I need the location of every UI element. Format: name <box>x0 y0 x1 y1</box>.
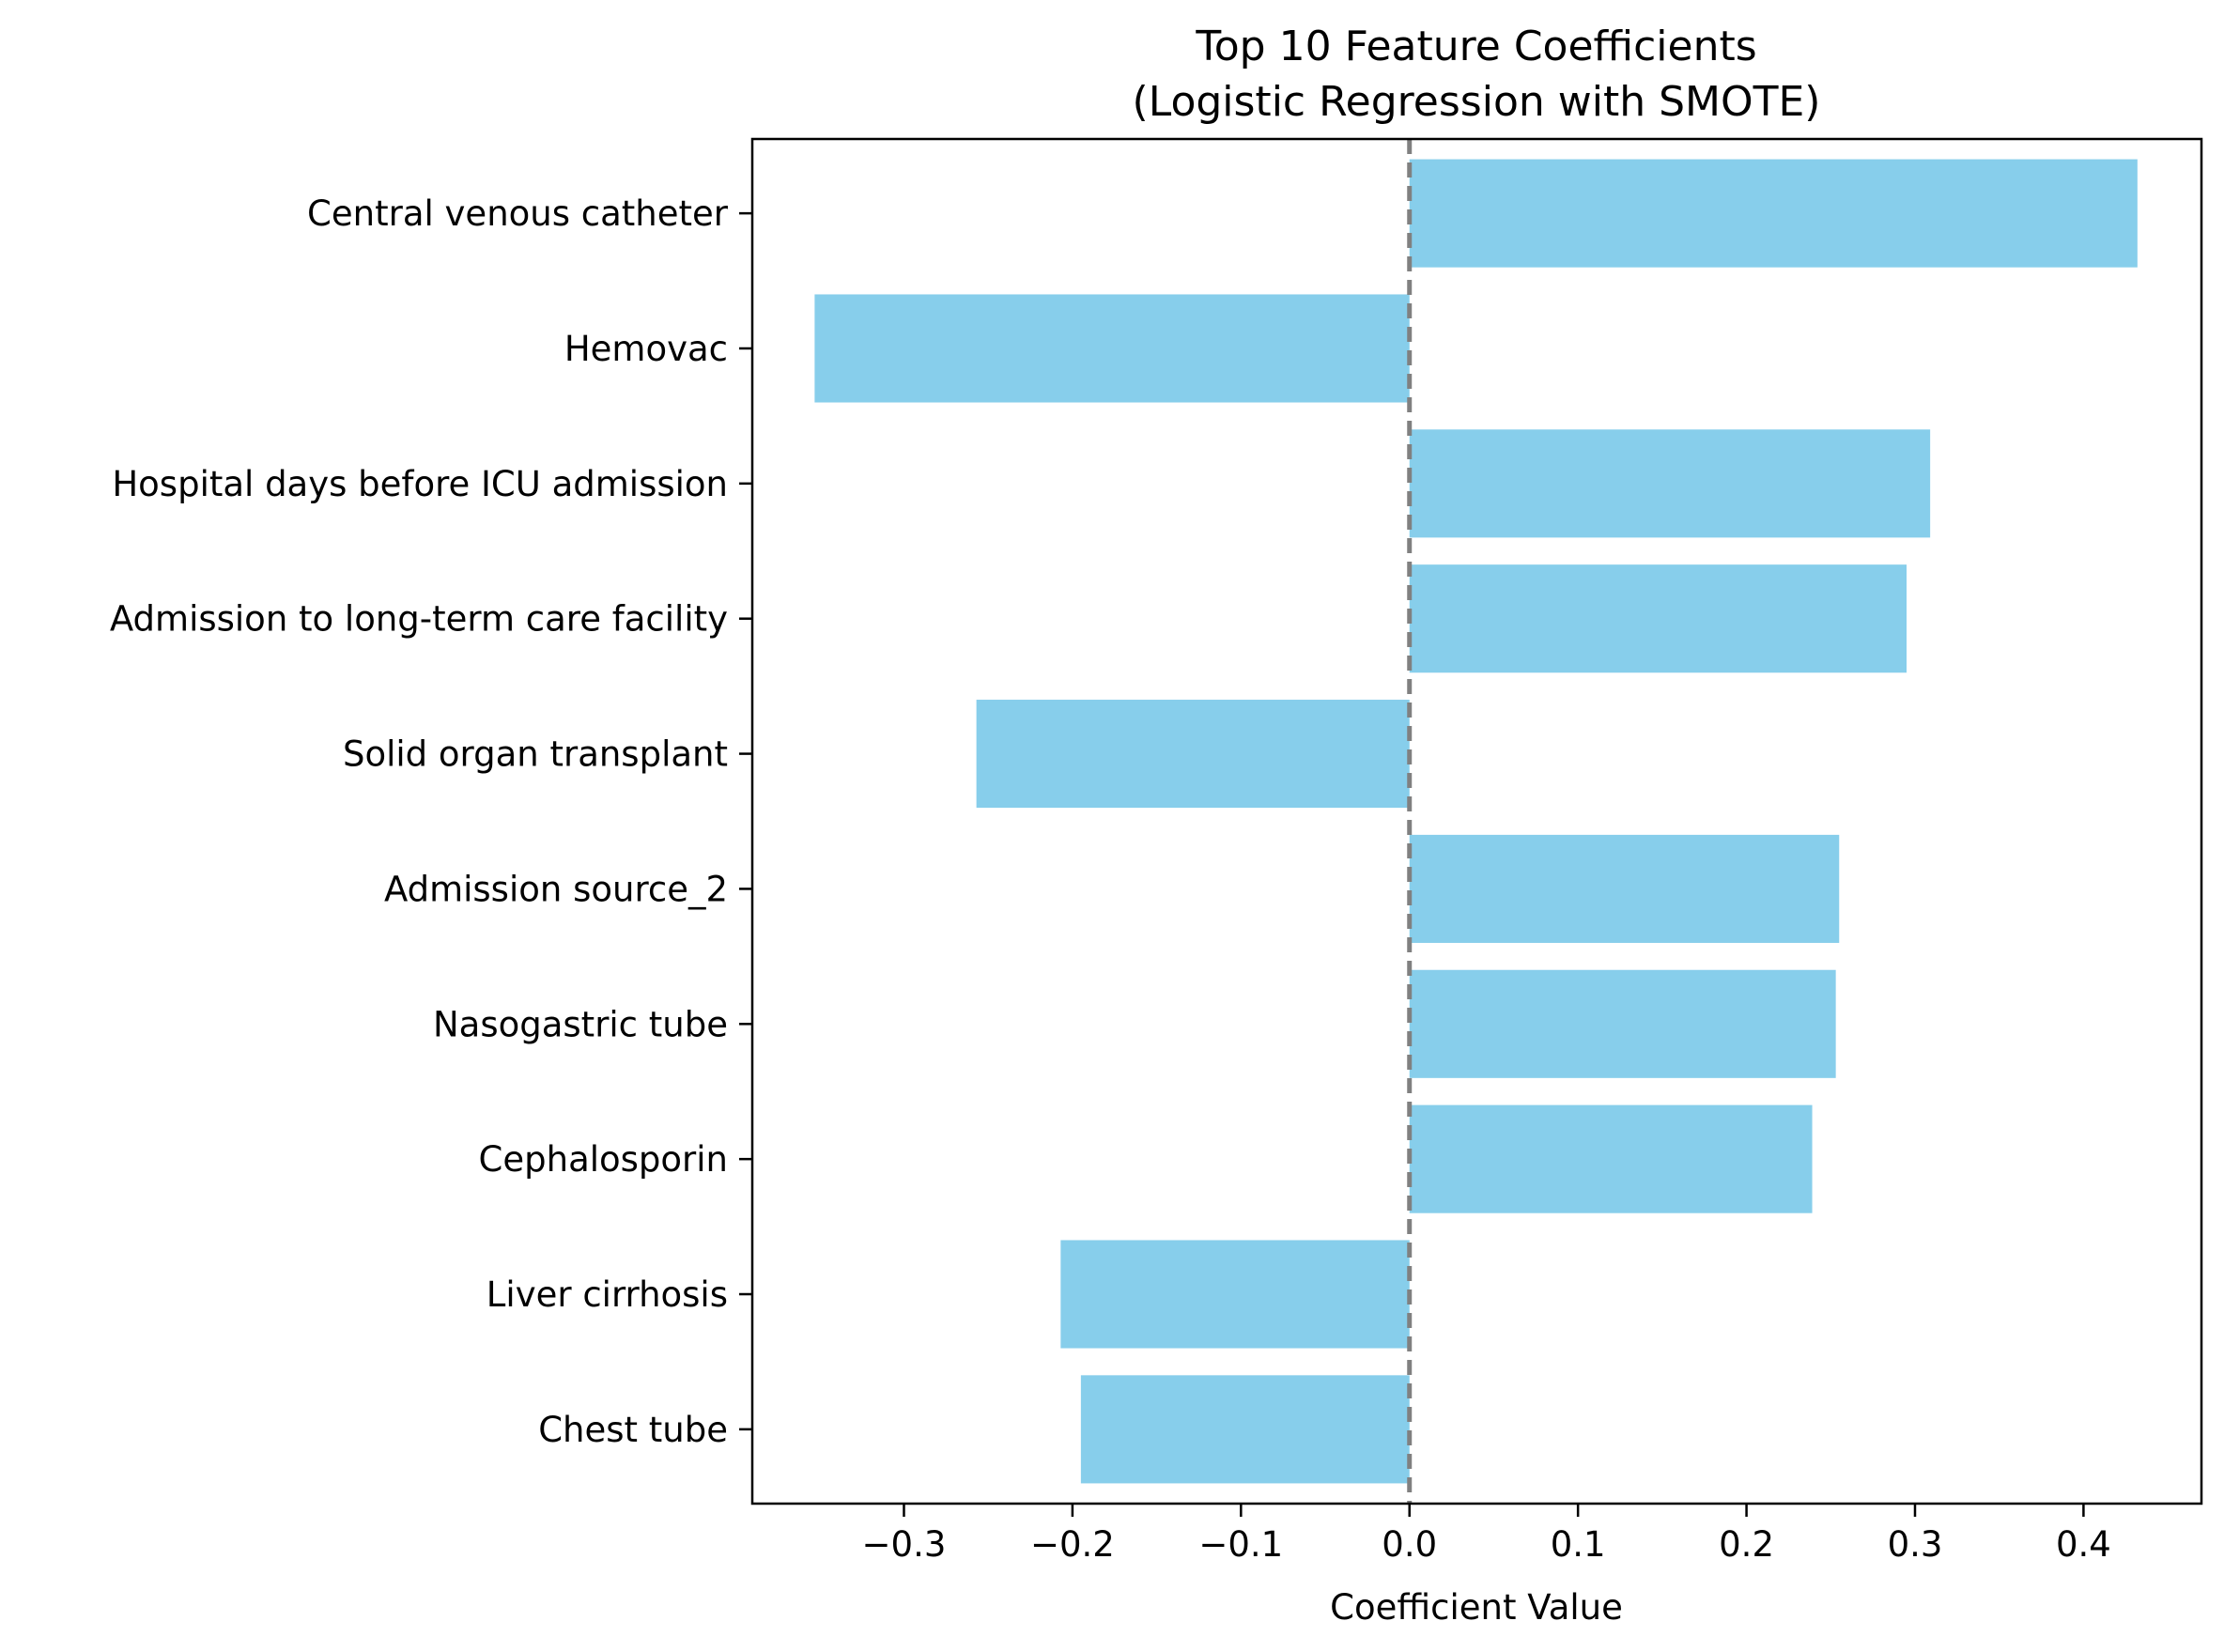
bar-group <box>814 159 2138 1484</box>
y-tick-label: Solid organ transplant <box>343 734 728 775</box>
bar <box>1409 159 2138 268</box>
x-tick-label: 0.4 <box>2056 1524 2111 1565</box>
x-axis: −0.3 −0.2 −0.1 0.0 0.1 0.2 0.3 0.4 <box>862 1504 2111 1565</box>
y-tick-label: Hospital days before ICU admission <box>112 464 728 504</box>
x-tick-label: 0.3 <box>1888 1524 1943 1565</box>
y-tick-label: Cephalosporin <box>479 1139 728 1180</box>
x-tick-label: 0.2 <box>1719 1524 1774 1565</box>
x-axis-label: Coefficient Value <box>1330 1587 1623 1628</box>
bar <box>976 700 1410 809</box>
bar <box>1409 429 1931 538</box>
x-tick-label: −0.2 <box>1030 1524 1115 1565</box>
bar <box>814 294 1410 403</box>
x-tick-label: 0.0 <box>1382 1524 1437 1565</box>
y-tick-label: Admission source_2 <box>384 869 728 909</box>
y-tick-label: Hemovac <box>564 329 728 369</box>
bar <box>1080 1375 1410 1484</box>
bar <box>1409 834 1840 943</box>
bar <box>1409 1104 1813 1213</box>
bar <box>1409 564 1907 673</box>
chart-subtitle: (Logistic Regression with SMOTE) <box>1133 78 1821 126</box>
bar <box>1060 1240 1410 1349</box>
plot-area-frame <box>750 137 2203 1505</box>
bar <box>1409 969 1836 1078</box>
y-tick-label: Admission to long-term care facility <box>110 599 728 640</box>
y-tick-label: Central venous catheter <box>307 193 729 234</box>
x-tick-label: −0.3 <box>862 1524 947 1565</box>
y-axis: Central venous catheter Hemovac Hospital d… <box>110 193 752 1450</box>
y-tick-label: Liver cirrhosis <box>486 1274 728 1315</box>
y-tick-label: Nasogastric tube <box>433 1004 728 1044</box>
x-tick-label: −0.1 <box>1198 1524 1283 1565</box>
x-tick-label: 0.1 <box>1551 1524 1606 1565</box>
chart-title: Top 10 Feature Coefficients <box>1195 23 1756 70</box>
y-tick-label: Chest tube <box>538 1410 728 1450</box>
